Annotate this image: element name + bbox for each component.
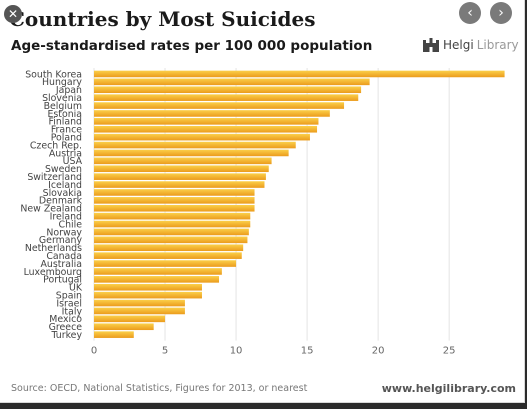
bar: [94, 307, 185, 315]
bar: [94, 299, 185, 307]
castle-icon: [423, 38, 439, 52]
bar: [94, 165, 269, 173]
category-label: Sweden: [45, 164, 82, 175]
bar: [94, 125, 318, 133]
bar: [94, 173, 266, 180]
website-link[interactable]: www.helgilibrary.com: [381, 382, 516, 395]
bar: [94, 260, 237, 267]
x-tick-label: 15: [301, 346, 314, 357]
bar: [94, 220, 251, 228]
bar: [94, 331, 134, 338]
bar: [94, 157, 272, 165]
category-label: Norway: [46, 227, 82, 238]
category-label: Canada: [46, 251, 82, 262]
x-tick-label: 10: [230, 346, 243, 357]
bar: [94, 212, 251, 220]
bar: [94, 244, 244, 252]
bar: [94, 102, 345, 109]
bar: [94, 252, 242, 259]
category-label: Iceland: [48, 180, 82, 191]
chevron-right-icon[interactable]: ›: [490, 2, 512, 24]
category-labels: South KoreaHungaryJapanSloveniaBelgiumEs…: [20, 69, 82, 341]
bar: [94, 118, 319, 125]
bar: [94, 133, 310, 141]
bar: [94, 70, 505, 78]
bar: [94, 189, 255, 196]
category-label: Estonia: [47, 109, 82, 120]
category-label: Slovakia: [43, 188, 82, 199]
bar: [94, 86, 362, 94]
category-label: Austria: [49, 148, 82, 159]
category-label: Switzerland: [27, 172, 82, 183]
category-label: Netherlands: [25, 243, 82, 254]
logo-name: Helgi: [443, 38, 474, 52]
bar: [94, 283, 202, 291]
category-label: Ireland: [50, 211, 82, 222]
category-label: South Korea: [25, 69, 82, 80]
bar: [94, 197, 255, 204]
category-label: France: [51, 125, 82, 136]
helgi-library-logo: Helgi Library: [422, 38, 519, 52]
x-tick-label: 20: [372, 346, 385, 357]
bar: [94, 141, 296, 149]
close-icon[interactable]: ✕: [4, 5, 22, 23]
bar: [94, 291, 202, 299]
bar: [94, 236, 248, 244]
bar: [94, 94, 359, 101]
category-label: Portugal: [43, 275, 82, 286]
bar-chart: South KoreaHungaryJapanSloveniaBelgiumEs…: [20, 68, 505, 357]
category-label: Hungary: [42, 77, 82, 88]
category-label: New Zealand: [20, 204, 82, 215]
source-note: Source: OECD, National Statistics, Figur…: [11, 383, 308, 394]
chevron-left-icon[interactable]: ‹: [459, 2, 481, 24]
category-label: Australia: [41, 259, 82, 270]
category-label: Japan: [55, 85, 82, 96]
category-label: Belgium: [44, 101, 82, 112]
category-label: UK: [69, 283, 83, 294]
category-label: Turkey: [50, 330, 82, 341]
chart-subtitle: Age-standardised rates per 100 000 popul…: [11, 38, 373, 54]
category-label: Italy: [62, 306, 83, 317]
category-label: Finland: [49, 117, 83, 128]
x-tick-label: 25: [443, 346, 456, 357]
gridlines: [93, 68, 450, 341]
category-label: Denmark: [39, 196, 83, 207]
category-label: Spain: [56, 290, 82, 301]
x-tick-label: 5: [162, 346, 168, 357]
category-label: Luxembourg: [24, 267, 82, 278]
bar: [94, 323, 154, 331]
bar: [94, 228, 249, 236]
bars: [94, 70, 505, 338]
bar: [94, 268, 222, 275]
bar: [94, 204, 255, 212]
category-label: Germany: [39, 235, 83, 246]
bar: [94, 276, 220, 283]
bar: [94, 181, 265, 188]
bar: [94, 78, 370, 86]
category-label: Chile: [59, 219, 83, 230]
x-tick-label: 0: [91, 346, 97, 357]
logo-suffix: Library: [476, 38, 519, 52]
category-label: Greece: [49, 322, 83, 333]
category-label: Slovenia: [42, 93, 82, 104]
category-label: Israel: [56, 298, 82, 309]
x-axis-ticks: 0 5 10 15 20 25: [91, 346, 456, 357]
category-label: Poland: [51, 132, 82, 143]
category-label: Mexico: [49, 314, 82, 325]
category-label: USA: [63, 156, 83, 167]
bar: [94, 149, 289, 157]
bar: [94, 110, 330, 117]
bar: [94, 315, 166, 323]
chart-title: Countries by Most Suicides: [9, 7, 316, 31]
category-label: Czech Rep.: [30, 140, 82, 151]
